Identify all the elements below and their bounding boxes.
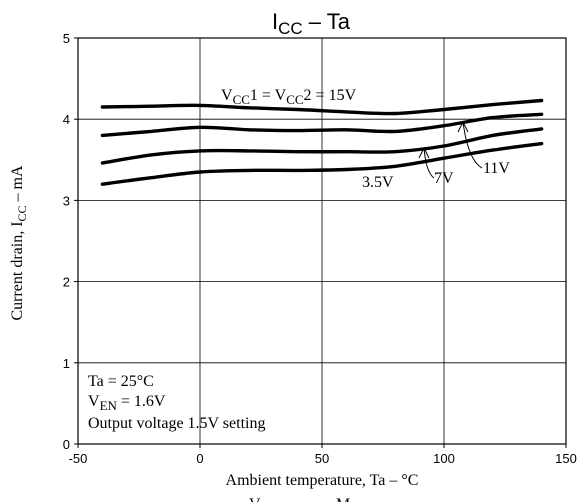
condition-output-voltage: Output voltage 1.5V setting bbox=[88, 415, 265, 432]
label-3-5v: 3.5V bbox=[362, 174, 394, 191]
y-tick-label: 0 bbox=[63, 437, 70, 452]
x-tick-label: 150 bbox=[555, 451, 577, 466]
y-tick-label: 3 bbox=[63, 193, 70, 208]
bottom-partial-label: V bbox=[249, 496, 261, 502]
x-tick-label: 100 bbox=[433, 451, 455, 466]
label-11v: 11V bbox=[483, 160, 510, 177]
y-tick-label: 5 bbox=[63, 31, 70, 46]
y-tick-label: 4 bbox=[63, 112, 70, 127]
annotation-vcc-15v: VCC1 = VCC2 = 15V bbox=[221, 87, 357, 107]
grid bbox=[78, 38, 566, 444]
leader-11v bbox=[457, 120, 483, 169]
x-axis-label: Ambient temperature, Ta – °C bbox=[226, 472, 419, 489]
y-tick-label: 1 bbox=[63, 356, 70, 371]
chart-title: ICC – Ta bbox=[272, 9, 351, 38]
series-group bbox=[100, 98, 544, 186]
y-axis-label: Current drain, ICC – mA bbox=[9, 165, 29, 321]
series-line-7v bbox=[100, 127, 544, 165]
y-tick-label: 2 bbox=[63, 275, 70, 290]
condition-ven: VEN = 1.6V bbox=[88, 393, 166, 413]
condition-ta: Ta = 25°C bbox=[88, 373, 154, 390]
label-7v: 7V bbox=[434, 170, 454, 187]
series-line-3-5v bbox=[100, 141, 544, 186]
series-line-15v bbox=[100, 98, 544, 116]
series-line-11v bbox=[100, 112, 544, 138]
leader-7v bbox=[418, 146, 435, 179]
x-tick-label: 0 bbox=[196, 451, 203, 466]
x-tick-label: 50 bbox=[315, 451, 329, 466]
x-tick-label: -50 bbox=[69, 451, 88, 466]
bottom-partial-label: M bbox=[336, 496, 350, 502]
